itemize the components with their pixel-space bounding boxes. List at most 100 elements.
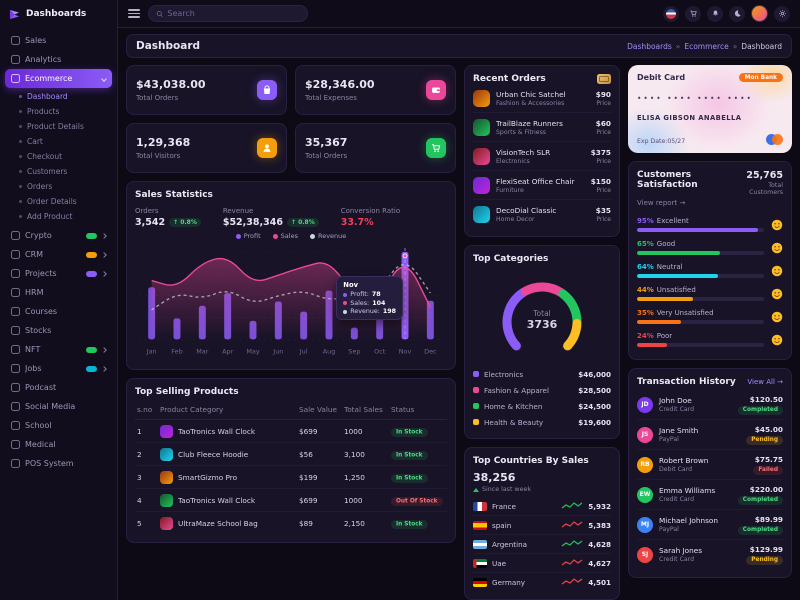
status-badge: In Stock	[391, 520, 428, 530]
category-legend-item: Electronics $46,000	[473, 366, 611, 382]
breadcrumb-dashboards[interactable]: Dashboards	[627, 41, 672, 51]
progress-bar	[637, 251, 720, 255]
table-row[interactable]: 5 UltraMaze School Bag $89 2,150 In Stoc…	[135, 512, 447, 534]
sidebar-subitem-product-details[interactable]: Product Details	[19, 119, 112, 134]
transaction-row[interactable]: MJ Michael Johnson PayPal $89.99 Complet…	[637, 510, 783, 540]
notifications-button[interactable]	[707, 5, 723, 22]
order-item[interactable]: DecoDial Classic Home Decor $35 Price	[473, 200, 611, 228]
svg-text:Feb: Feb	[171, 347, 182, 355]
sales-chart[interactable]: Jan Feb Mar Apr May Jun Jul Aug Sep Oct Nov Dec Nov…	[135, 242, 447, 361]
sidebar-item-nft[interactable]: NFT	[5, 340, 112, 359]
sidebar-subitem-add-product[interactable]: Add Product	[19, 209, 112, 224]
sidebar-item-analytics[interactable]: Analytics	[5, 50, 112, 69]
chevron-right-icon	[101, 365, 107, 372]
sidebar-nav: Sales Analytics Ecommerce Dashboard Prod…	[0, 28, 117, 600]
status-badge: Completed	[737, 495, 783, 505]
transaction-row[interactable]: RB Robert Brown Debit Card $75.75 Failed	[637, 450, 783, 480]
sidebar-item-ecommerce[interactable]: Ecommerce	[5, 69, 112, 88]
sidebar-subitem-checkout[interactable]: Checkout	[19, 149, 112, 164]
country-row: Germany 4,501	[473, 573, 611, 591]
table-row[interactable]: 2 Club Fleece Hoodie $56 3,100 In Stock	[135, 443, 447, 467]
cart-icon	[426, 138, 446, 158]
page-header: Dashboard Dashboards » Ecommerce » Dashb…	[126, 34, 792, 58]
sidebar-subitem-products[interactable]: Products	[19, 104, 112, 119]
chevron-right-icon	[101, 251, 107, 258]
sidebar-item-school[interactable]: School	[5, 416, 112, 435]
row-number: 2	[137, 449, 142, 459]
table-row[interactable]: 3 SmartGizmo Pro $199 1,250 In Stock	[135, 466, 447, 490]
sidebar-item-projects[interactable]: Projects	[5, 264, 112, 283]
stat-label: Total Orders	[136, 94, 179, 102]
order-item[interactable]: TrailBlaze Runners Sports & Fitness $60 …	[473, 113, 611, 142]
sidebar-item-jobs[interactable]: Jobs	[5, 359, 112, 378]
sidebar-subitem-order-details[interactable]: Order Details	[19, 194, 112, 209]
card-title: Transaction History	[637, 377, 736, 387]
order-item[interactable]: FlexiSeat Office Chair Furniture $150 Pr…	[473, 171, 611, 200]
middle-column: Recent Orders Urban Chic Satchel Fashion…	[464, 65, 620, 600]
sidebar-item-crm[interactable]: CRM	[5, 245, 112, 264]
view-report-link[interactable]: View report →	[637, 199, 686, 207]
brand[interactable]: Dashboards	[0, 0, 117, 28]
legend-dot-icon	[272, 233, 278, 239]
trend-sparkline-icon	[561, 578, 583, 585]
sidebar-item-medical[interactable]: Medical	[5, 435, 112, 454]
avatar: MJ	[637, 516, 653, 533]
progress-bar	[637, 228, 758, 232]
svg-text:Jun: Jun	[272, 347, 283, 355]
stat-value: 1,29,368	[136, 136, 191, 149]
table-row[interactable]: 4 TaoTronics Wall Clock $699 1000 Out Of…	[135, 489, 447, 513]
transaction-history-card: Transaction History View All → JD John D…	[628, 368, 792, 578]
sidebar-subitem-customers[interactable]: Customers	[19, 164, 112, 179]
transaction-row[interactable]: JS Jane Smith PayPal $45.00 Pending	[637, 420, 783, 450]
sidebar-subitem-dashboard[interactable]: Dashboard	[19, 89, 112, 104]
view-all-link[interactable]: View All →	[747, 378, 783, 386]
chevron-right-icon	[101, 75, 107, 82]
transaction-row[interactable]: EW Emma Williams Credit Card $220.00 Com…	[637, 480, 783, 510]
order-item[interactable]: VisionTech SLR Electronics $375 Price	[473, 142, 611, 171]
search-box[interactable]	[148, 5, 308, 22]
transaction-row[interactable]: JD John Doe Credit Card $120.50 Complete…	[637, 390, 783, 420]
trend-sparkline-icon	[561, 540, 583, 547]
table-body: 1 TaoTronics Wall Clock $699 1000 In Sto…	[135, 420, 447, 534]
sidebar-item-social-media[interactable]: Social Media	[5, 397, 112, 416]
sidebar-item-sales[interactable]: Sales	[5, 31, 112, 50]
sidebar-item-crypto[interactable]: Crypto	[5, 226, 112, 245]
trend-sparkline-icon	[561, 521, 583, 528]
country-row: spain 5,383	[473, 516, 611, 535]
change-badge: ↑ 0.8%	[169, 218, 201, 227]
sidebar-item-stocks[interactable]: Stocks	[5, 321, 112, 340]
table-row[interactable]: 1 TaoTronics Wall Clock $699 1000 In Sto…	[135, 420, 447, 444]
language-flag-button[interactable]	[663, 5, 679, 22]
sidebar-item-courses[interactable]: Courses	[5, 302, 112, 321]
country-row: France 5,932	[473, 497, 611, 516]
satisfaction-row: 64% Neutral	[637, 259, 783, 282]
metric-revenue: Revenue $52,38,346 ↑ 0.8%	[223, 207, 319, 228]
cart-button[interactable]	[685, 5, 701, 22]
user-avatar[interactable]	[751, 5, 768, 22]
country-row: Uae 4,627	[473, 554, 611, 573]
sidebar-subitem-cart[interactable]: Cart	[19, 134, 112, 149]
category-legend-item: Home & Kitchen $24,500	[473, 398, 611, 414]
settings-button[interactable]	[774, 5, 790, 22]
satisfaction-row: 95% Excellent	[637, 213, 783, 236]
order-item[interactable]: Urban Chic Satchel Fashion & Accessories…	[473, 84, 611, 113]
sidebar-item-pos-system[interactable]: POS System	[5, 454, 112, 473]
sidebar-item-hrm[interactable]: HRM	[5, 283, 112, 302]
transaction-row[interactable]: SJ Sarah Jones Credit Card $129.99 Pendi…	[637, 540, 783, 569]
sidebar-item-podcast[interactable]: Podcast	[5, 378, 112, 397]
debit-card: Debit Card Mon Bank •••• •••• •••• •••• …	[628, 65, 792, 153]
card-number: •••• •••• •••• ••••	[637, 93, 753, 103]
dark-mode-button[interactable]	[729, 5, 745, 22]
hamburger-menu-icon[interactable]	[128, 9, 140, 18]
search-input[interactable]	[167, 9, 300, 18]
menu-item-icon	[11, 345, 20, 354]
breadcrumb: Dashboards » Ecommerce » Dashboard	[627, 41, 782, 51]
card-title: Top Countries By Sales	[473, 456, 589, 466]
breadcrumb-ecommerce[interactable]: Ecommerce	[684, 41, 729, 51]
menu-badge	[86, 232, 97, 239]
customers-satisfaction-card: Customers Satisfaction View report → 25,…	[628, 161, 792, 360]
legend-dot-icon	[309, 233, 315, 239]
flag-icon	[666, 8, 676, 19]
product-thumbnail	[160, 447, 173, 461]
sidebar-subitem-orders[interactable]: Orders	[19, 179, 112, 194]
